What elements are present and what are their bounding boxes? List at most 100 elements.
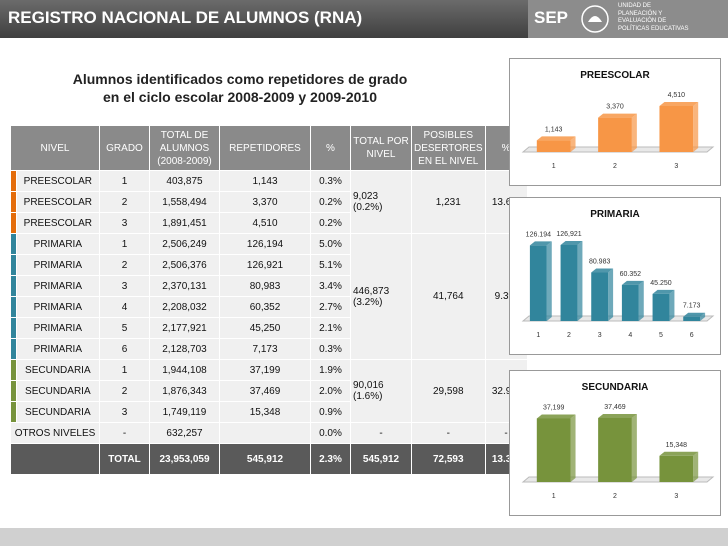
cell-grado: 6 xyxy=(99,338,150,360)
chart-title: SECUNDARIA xyxy=(582,382,649,393)
bar-top xyxy=(659,102,699,106)
bar-top xyxy=(652,289,675,294)
cell-nivel: PRIMARIA xyxy=(15,254,101,276)
value-label: 1,143 xyxy=(545,126,563,133)
bar xyxy=(598,418,632,482)
cell-repetidores: 15,348 xyxy=(219,401,311,423)
cell-grado: 1 xyxy=(99,233,150,255)
value-label: 37,469 xyxy=(604,404,626,411)
title: REGISTRO NACIONAL DE ALUMNOS (RNA) xyxy=(8,8,363,27)
cell-pct: 5.1% xyxy=(310,254,351,276)
table-row: OTROS NIVELES -632,257 0.0% - - - xyxy=(10,422,528,444)
value-label: 3,370 xyxy=(606,104,624,111)
value-label: 126.194 xyxy=(526,231,551,238)
bar-top xyxy=(659,451,699,456)
category-label: 4 xyxy=(628,332,632,339)
bar xyxy=(529,245,547,321)
bar xyxy=(560,245,578,321)
table-row: PRIMARIA 2 2,506,376 126,921 5.1% xyxy=(10,254,528,276)
value-label: 7.173 xyxy=(683,303,701,310)
cell-total-nivel: 9,023 (0.2%) xyxy=(350,170,412,234)
table-row: PREESCOLAR 2 1,558,494 3,370 0.2% xyxy=(10,191,528,213)
bar xyxy=(591,272,609,321)
value-label: 80.983 xyxy=(589,259,611,266)
column-header: GRADO xyxy=(99,125,150,171)
column-header: NIVEL xyxy=(10,125,100,171)
total-repetidores: 545,912 xyxy=(219,443,311,475)
cell-grado: 2 xyxy=(99,254,150,276)
cell-total: 2,128,703 xyxy=(149,338,220,360)
header-bar: REGISTRO NACIONAL DE ALUMNOS (RNA) SEP U… xyxy=(0,0,728,38)
cell-total: 1,944,108 xyxy=(149,359,220,381)
cell-grado: 4 xyxy=(99,296,150,318)
bar xyxy=(598,117,632,152)
cell-nivel: PRIMARIA xyxy=(15,275,101,297)
category-label: 1 xyxy=(552,163,556,170)
bar-top xyxy=(621,280,644,285)
cell-grado: 3 xyxy=(99,212,150,234)
cell-total-nivel: 90,016 (1.6%) xyxy=(350,359,412,423)
value-label: 4,510 xyxy=(668,92,686,99)
bar xyxy=(536,140,571,152)
agency-line: POLÍTICAS EDUCATIVAS xyxy=(618,25,689,32)
category-label: 3 xyxy=(674,163,678,170)
column-header: REPETIDORES xyxy=(219,125,311,171)
agency-line: UNIDAD DE xyxy=(618,3,652,9)
chart: 37,199 1 37,469 2 15,348 3 SECUNDARIA xyxy=(509,370,721,516)
cell-desertores: 1,231 xyxy=(411,170,486,234)
cell-pct: 0.2% xyxy=(310,191,351,213)
bar-side xyxy=(546,241,552,321)
table-row: PREESCOLAR 1 403,875 1,143 0.3% 9,023 (0.2%) 1… xyxy=(10,170,528,234)
total-row: TOTAL 23,953,059 545,912 2.3% 545,912 72,593 1… xyxy=(10,443,528,475)
logo: SEP UNIDAD DE PLANEACIÓN Y EVALUACIÓN DE… xyxy=(528,0,728,38)
total-blank xyxy=(10,443,100,475)
subtitle: Alumnos identificados como repetidores d… xyxy=(40,70,440,106)
bar-top xyxy=(598,414,637,418)
cell-nivel: PRIMARIA xyxy=(15,317,101,339)
table-row: PRIMARIA 1 2,506,249 126,194 5.0% 446,873 (3.… xyxy=(10,233,528,360)
cell-nivel: SECUNDARIA xyxy=(15,401,101,423)
bar-top xyxy=(536,414,576,419)
cell-repetidores: 7,173 xyxy=(219,338,311,360)
cell-grado: 1 xyxy=(99,359,150,381)
category-label: 2 xyxy=(613,163,617,170)
cell-total: 1,558,494 xyxy=(149,191,220,213)
logo-text: SEP xyxy=(534,8,569,27)
column-header: TOTAL POR NIVEL xyxy=(350,125,412,171)
cell-pct: 3.4% xyxy=(310,275,351,297)
value-label: 126,921 xyxy=(556,231,581,238)
column-header: POSIBLES DESERTORES EN EL NIVEL xyxy=(411,125,486,171)
cell-total: 1,891,451 xyxy=(149,212,220,234)
cell-nivel: PREESCOLAR xyxy=(15,170,101,192)
column-header: TOTAL DE ALUMNOS (2008-2009) xyxy=(149,125,220,171)
cell-pct: 5.0% xyxy=(310,233,351,255)
cell-grado: 3 xyxy=(99,275,150,297)
cell-total: 403,875 xyxy=(149,170,220,192)
data-table: NIVEL GRADO TOTAL DE ALUMNOS (2008-2009) RE… xyxy=(10,125,528,475)
total-total: 23,953,059 xyxy=(149,443,220,475)
cell-pct: 0.3% xyxy=(310,338,351,360)
total-total-nivel: 545,912 xyxy=(350,443,412,475)
cell-nivel: PREESCOLAR xyxy=(15,212,101,234)
category-label: 1 xyxy=(536,332,540,339)
cell-nivel: PREESCOLAR xyxy=(15,191,101,213)
cell-repetidores: 3,370 xyxy=(219,191,311,213)
cell-repetidores: 37,469 xyxy=(219,380,311,402)
bar-side xyxy=(693,102,699,152)
chart-title: PRIMARIA xyxy=(590,209,639,220)
category-label: 3 xyxy=(674,493,678,500)
bar xyxy=(659,455,694,482)
bar xyxy=(536,418,571,482)
bar-top xyxy=(560,241,583,245)
agency-line: PLANEACIÓN Y xyxy=(618,10,663,17)
cell-total: 2,370,131 xyxy=(149,275,220,297)
table-row: SECUNDARIA 1 1,944,108 37,199 1.9% 90,016 (1.… xyxy=(10,359,528,423)
cell-grado: 2 xyxy=(99,191,150,213)
cell-pct: 1.9% xyxy=(310,359,351,381)
cell-desertores: 41,764 xyxy=(411,233,486,360)
cell-repetidores: 4,510 xyxy=(219,212,311,234)
cell-total-nivel: 446,873 (3.2%) xyxy=(350,233,412,360)
cell-total: 2,506,249 xyxy=(149,233,220,255)
bar-top xyxy=(536,136,576,141)
chart: 126.194 1 126,921 2 80.983 3 60.352 4 45.250 5 7.1… xyxy=(509,197,721,355)
